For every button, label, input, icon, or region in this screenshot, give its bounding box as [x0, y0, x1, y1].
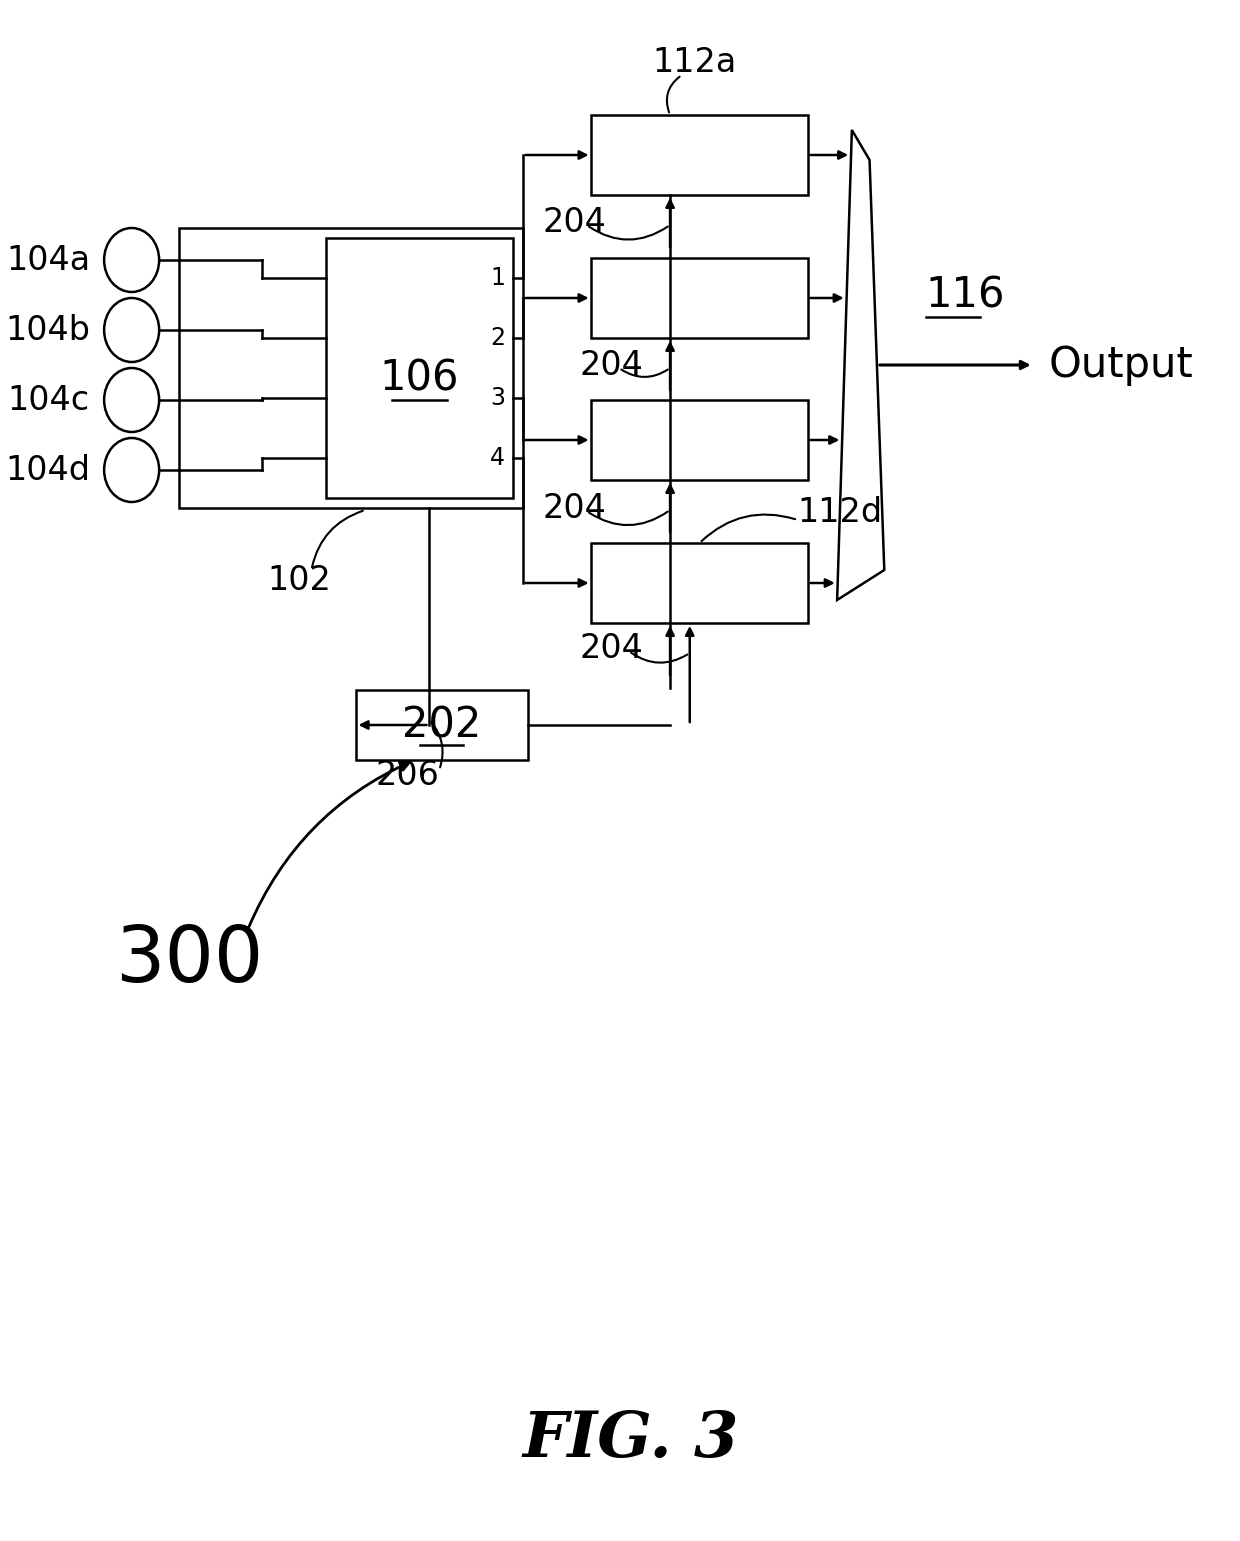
Ellipse shape: [104, 297, 159, 362]
Text: Output: Output: [1048, 344, 1193, 385]
Text: 102: 102: [268, 564, 331, 596]
Text: 2: 2: [490, 327, 505, 350]
Bar: [591, 116, 807, 196]
Text: FIG. 3: FIG. 3: [522, 1410, 739, 1470]
Text: 104a: 104a: [6, 243, 91, 276]
Text: 206: 206: [376, 758, 439, 792]
Text: 3: 3: [490, 385, 505, 410]
Ellipse shape: [104, 438, 159, 502]
Text: 112d: 112d: [797, 496, 883, 529]
Polygon shape: [837, 129, 884, 599]
Bar: [179, 228, 523, 509]
Bar: [356, 690, 527, 760]
Text: 104c: 104c: [7, 384, 89, 416]
Text: 300: 300: [115, 922, 263, 999]
Text: 104b: 104b: [6, 313, 91, 347]
Text: 112a: 112a: [652, 46, 737, 79]
Bar: [591, 542, 807, 623]
Text: 116: 116: [925, 274, 1006, 316]
Text: 1: 1: [490, 267, 505, 290]
Text: 4: 4: [490, 445, 505, 470]
Text: 204: 204: [579, 632, 644, 664]
Text: 202: 202: [402, 704, 481, 746]
Bar: [591, 401, 807, 479]
Bar: [591, 257, 807, 337]
Ellipse shape: [104, 368, 159, 431]
Bar: [326, 237, 513, 498]
Ellipse shape: [104, 228, 159, 291]
Text: 204: 204: [542, 492, 606, 524]
Text: 104d: 104d: [6, 453, 91, 487]
Text: 204: 204: [579, 348, 644, 382]
Text: 204: 204: [542, 205, 606, 239]
Text: 106: 106: [379, 358, 459, 399]
